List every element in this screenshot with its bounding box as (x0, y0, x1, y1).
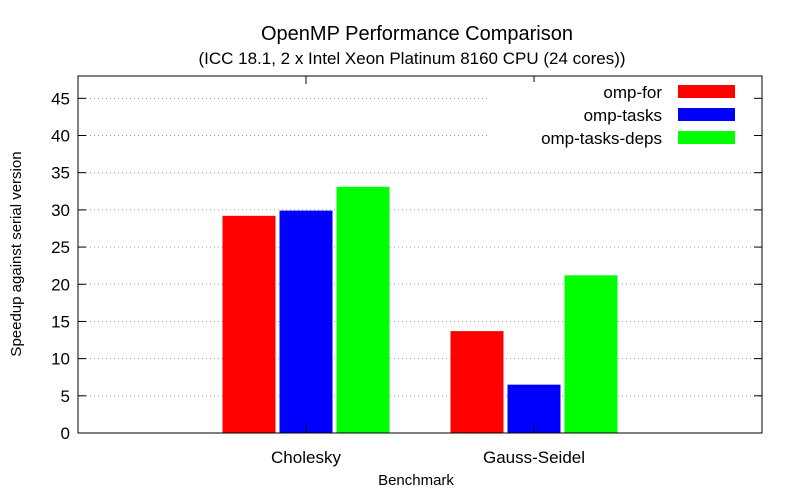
legend-swatch-omp-for (678, 85, 735, 98)
bar-omp-tasks-gauss-seidel (507, 384, 561, 433)
chart-title: OpenMP Performance Comparison (261, 23, 573, 45)
bar-omp-for-gauss-seidel (450, 331, 504, 433)
y-tick-label-0: 0 (61, 424, 70, 443)
y-tick-label-8: 40 (51, 127, 70, 146)
bar-omp-tasks-deps-gauss-seidel (564, 275, 618, 433)
legend-label-omp-tasks-deps: omp-tasks-deps (541, 129, 662, 148)
y-axis-label: Speedup against serial version (8, 151, 25, 356)
legend-swatch-omp-tasks-deps (678, 131, 735, 144)
bar-omp-tasks-cholesky (279, 210, 333, 433)
chart-subtitle: (ICC 18.1, 2 x Intel Xeon Platinum 8160 … (198, 49, 625, 68)
legend-label-omp-for: omp-for (603, 83, 662, 102)
legend-swatch-omp-tasks (678, 108, 735, 121)
bar-omp-for-cholesky (222, 215, 276, 433)
y-tick-label-6: 30 (51, 201, 70, 220)
y-tick-label-9: 45 (51, 89, 70, 108)
y-tick-label-3: 15 (51, 312, 70, 331)
legend-label-omp-tasks: omp-tasks (584, 106, 662, 125)
x-axis-label: Benchmark (378, 472, 454, 489)
x-axis: Cholesky Gauss-Seidel (271, 76, 585, 467)
legend: omp-for omp-tasks omp-tasks-deps (488, 82, 754, 154)
y-axis: 0 5 10 15 20 25 30 35 40 45 (51, 89, 762, 443)
x-tick-label-0: Cholesky (271, 448, 341, 467)
y-tick-label-7: 35 (51, 164, 70, 183)
y-tick-label-2: 10 (51, 350, 70, 369)
y-tick-label-4: 20 (51, 275, 70, 294)
bars (222, 186, 618, 433)
bar-omp-tasks-deps-cholesky (336, 186, 390, 433)
x-tick-label-1: Gauss-Seidel (483, 448, 585, 467)
plot-frame (77, 75, 763, 434)
y-tick-label-1: 5 (61, 387, 70, 406)
y-tick-label-5: 25 (51, 238, 70, 257)
